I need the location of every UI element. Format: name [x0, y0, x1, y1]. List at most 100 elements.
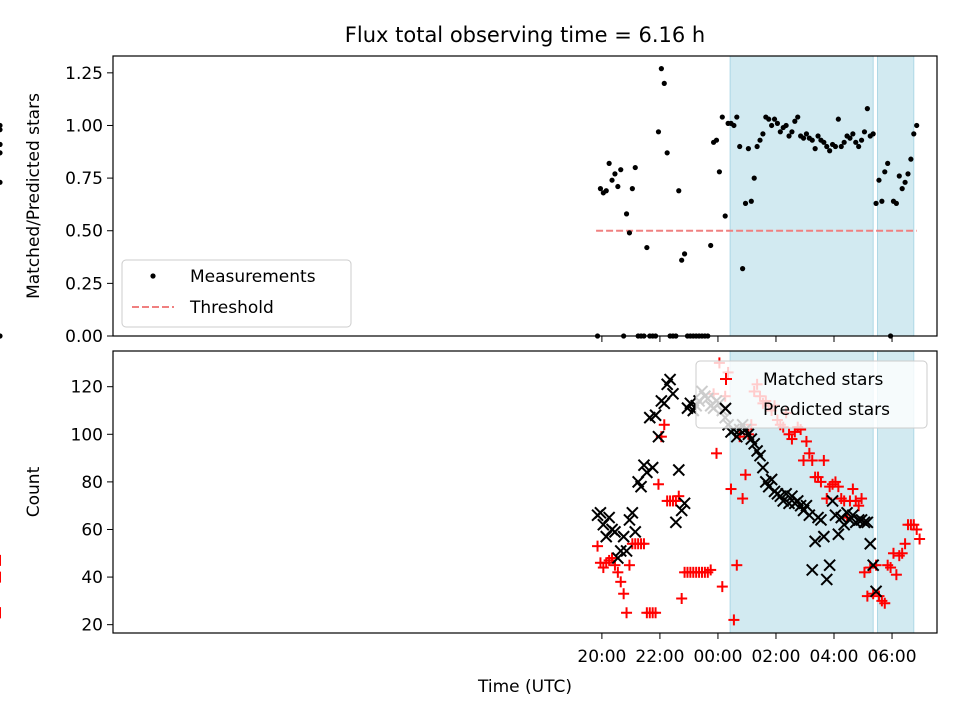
predicted-point	[629, 525, 642, 539]
predicted-point	[808, 535, 822, 548]
measurement-point	[754, 143, 760, 150]
legend-threshold-label: Threshold	[189, 298, 274, 318]
measurement-point	[734, 114, 740, 120]
predicted-point	[678, 497, 691, 510]
top-panel-legend: Measurements Threshold	[121, 259, 352, 328]
predicted-point	[823, 558, 836, 572]
matched-point	[815, 476, 827, 488]
measurement-point	[792, 118, 798, 124]
measurement-point	[902, 179, 908, 185]
matched-point	[914, 533, 926, 545]
predicted-point	[756, 461, 770, 474]
legend-matched-label: Matched stars	[763, 370, 883, 390]
predicted-point	[663, 373, 677, 386]
matched-point	[716, 581, 728, 593]
predicted-point	[826, 494, 839, 508]
measurement-point	[914, 122, 920, 129]
matched-point	[911, 523, 923, 535]
top-y-tick-label: 0.25	[65, 274, 103, 294]
measurement-point	[864, 106, 870, 112]
measurement-point	[658, 66, 664, 72]
bottom-y-tick-label: 20	[81, 616, 103, 636]
measurement-point	[800, 135, 807, 141]
measurement-point	[0, 333, 3, 339]
matched-point	[673, 490, 685, 502]
predicted-point	[675, 504, 688, 517]
top-shaded-interval-2	[877, 56, 914, 336]
measurement-point	[661, 80, 667, 86]
predicted-point	[869, 585, 883, 598]
matched-point	[737, 493, 749, 505]
measurement-point	[626, 230, 633, 236]
predicted-point	[634, 480, 648, 493]
matched-point	[621, 607, 633, 619]
measurement-point	[615, 183, 621, 190]
measurement-point	[623, 211, 630, 217]
measurement-point	[632, 164, 638, 171]
measurement-point	[893, 200, 899, 206]
measurement-point	[809, 137, 815, 143]
matched-point	[740, 469, 752, 481]
measurement-point	[609, 177, 615, 183]
predicted-point	[864, 537, 877, 550]
measurement-point	[803, 131, 810, 137]
measurement-point	[719, 114, 725, 120]
predicted-point	[861, 516, 874, 529]
x-tick-label: 06:00	[868, 647, 917, 667]
bottom-y-tick-label: 100	[71, 425, 103, 445]
predicted-point	[646, 461, 659, 474]
matched-point	[885, 562, 897, 574]
measurement-point	[795, 114, 801, 120]
predicted-point	[623, 513, 636, 527]
measurement-point	[873, 200, 879, 206]
matched-point	[806, 454, 818, 466]
measurement-point	[774, 120, 781, 126]
predicted-point	[753, 449, 767, 462]
measurement-point	[821, 139, 827, 145]
measurement-point	[757, 137, 763, 143]
legend-measurements-marker	[150, 273, 156, 279]
matched-point	[728, 614, 740, 626]
top-y-tick-label: 1.25	[65, 64, 103, 84]
predicted-point	[672, 463, 685, 477]
measurement-point	[655, 129, 662, 135]
measurement-point	[885, 160, 891, 166]
measurement-point	[899, 186, 905, 192]
predicted-point	[614, 544, 627, 558]
measurement-point	[777, 129, 783, 135]
matched-point	[658, 419, 670, 431]
predicted-point	[637, 459, 651, 472]
matched-point	[652, 478, 664, 490]
measurement-point	[853, 139, 859, 145]
predicted-point	[820, 573, 833, 586]
predicted-point	[782, 497, 796, 510]
top-panel-y-axis-label: Matched/Predicted stars	[24, 93, 44, 299]
matched-point	[606, 552, 618, 564]
matched-point	[890, 569, 902, 581]
measurement-point	[745, 146, 752, 152]
measurement-point	[824, 143, 830, 150]
predicted-point	[649, 409, 662, 422]
predicted-point	[652, 430, 665, 443]
measurement-point	[905, 171, 911, 177]
measurement-point	[832, 143, 839, 150]
predicted-point	[666, 387, 680, 401]
predicted-point	[806, 563, 819, 577]
matched-point	[786, 433, 798, 445]
matched-point	[638, 538, 650, 550]
measurement-point	[838, 143, 844, 150]
measurement-point	[835, 116, 841, 122]
matched-point	[879, 597, 891, 609]
measurement-point	[911, 131, 917, 137]
measurement-point	[847, 135, 853, 141]
measurement-point	[597, 186, 604, 192]
matched-point	[710, 447, 722, 459]
matched-point	[832, 481, 844, 493]
x-axis-label: Time (UTC)	[477, 677, 572, 697]
bottom-y-tick-label: 120	[71, 378, 103, 398]
predicted-point	[669, 516, 683, 529]
matched-point	[803, 447, 815, 459]
measurement-point	[876, 177, 882, 183]
measurement-point	[858, 137, 865, 143]
